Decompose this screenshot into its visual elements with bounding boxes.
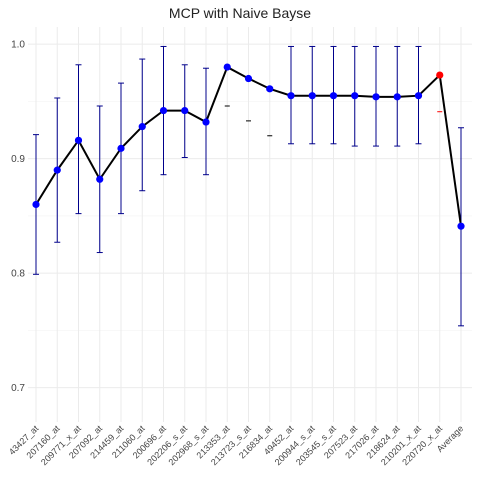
data-point <box>96 175 104 183</box>
data-point <box>223 63 231 71</box>
data-point <box>287 92 295 100</box>
data-point <box>32 200 40 209</box>
data-point <box>53 166 61 174</box>
data-point <box>372 93 380 101</box>
data-point <box>414 92 423 100</box>
data-point-highlight <box>436 71 444 79</box>
data-point <box>138 123 146 131</box>
data-point <box>159 106 168 115</box>
y-tick-label: 0.9 <box>11 154 25 165</box>
data-point <box>202 118 210 126</box>
data-point <box>457 222 465 230</box>
y-tick-label: 0.7 <box>11 383 25 394</box>
data-point <box>351 92 359 100</box>
data-point <box>181 106 189 115</box>
chart-title: MCP with Naive Bayse <box>168 5 312 21</box>
data-point <box>308 92 316 100</box>
data-point <box>393 93 401 101</box>
data-point <box>329 92 338 100</box>
data-point <box>117 144 125 152</box>
data-point <box>266 85 274 93</box>
data-point <box>74 136 83 144</box>
y-tick-label: 0.8 <box>11 269 25 280</box>
y-tick-label: 1.0 <box>11 40 25 51</box>
data-point <box>244 74 253 83</box>
